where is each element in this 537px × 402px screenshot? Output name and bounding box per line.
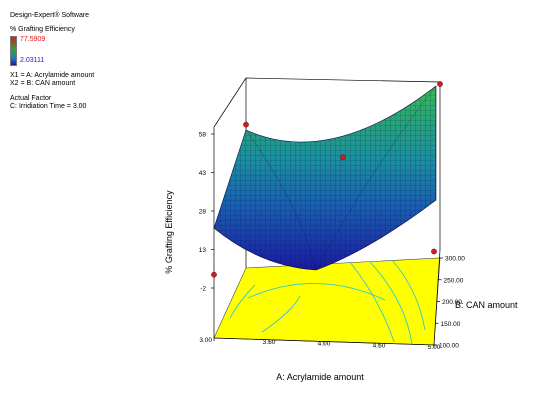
x-tick-label: 5.00	[428, 344, 441, 351]
legend-min-value: 2.03111	[20, 57, 45, 65]
software-name: Design-Expert® Software	[10, 12, 90, 19]
design-point	[431, 248, 437, 255]
actual-factor-value: C: Irridiation Time = 3.00	[10, 103, 87, 111]
floor-contours	[229, 259, 426, 345]
legend-max-value: 77.5909	[20, 35, 46, 43]
design-point	[211, 271, 217, 278]
design-point	[340, 154, 346, 161]
z-axis-ticks: -2 13 28 43 58	[199, 132, 214, 293]
y-tick-label: 200.00	[442, 299, 462, 306]
response-surface	[213, 85, 437, 271]
y-tick-label: 100.00	[439, 343, 459, 350]
design-points	[211, 81, 443, 278]
design-point	[437, 81, 443, 87]
z-tick-label: 58	[199, 132, 207, 139]
response-name: % Grafting Efficiency	[10, 26, 75, 34]
x-axis-ticks: 3.00 3.50 4.00 4.50 5.00	[199, 337, 440, 351]
z-tick-label: 43	[199, 170, 207, 177]
z-tick-label: -2	[200, 286, 206, 293]
z-tick-label: 28	[199, 209, 207, 216]
z-tick-label: 13	[199, 247, 207, 254]
x-axis-label: A: Acrylamide amount	[276, 372, 364, 382]
y-tick-label: 300.00	[445, 256, 465, 263]
x-tick-label: 4.00	[318, 341, 331, 348]
x-tick-label: 4.50	[373, 342, 386, 349]
x-tick-label: 3.50	[263, 339, 276, 346]
x2-definition: X2 = B: CAN amount	[10, 80, 76, 88]
actual-factor-title: Actual Factor	[10, 94, 52, 102]
y-tick-label: 150.00	[441, 321, 461, 328]
info-panel: Design-Expert® Software % Grafting Effic…	[10, 12, 94, 111]
x-tick-label: 3.00	[199, 337, 212, 344]
y-axis-ticks: 100.00 150.00 200.00 250.00 300.00	[434, 256, 465, 350]
design-point	[243, 121, 249, 128]
contour-floor	[213, 257, 441, 346]
y-tick-label: 250.00	[444, 277, 464, 284]
z-axis-label: % Grafting Efficiency	[164, 190, 174, 274]
legend-gradient-bar	[10, 35, 17, 66]
x1-definition: X1 = A: Acrylamide amount	[10, 71, 95, 79]
color-legend: 77.5909 2.03111	[10, 35, 94, 66]
y-axis-label: B: CAN amount	[455, 300, 518, 310]
